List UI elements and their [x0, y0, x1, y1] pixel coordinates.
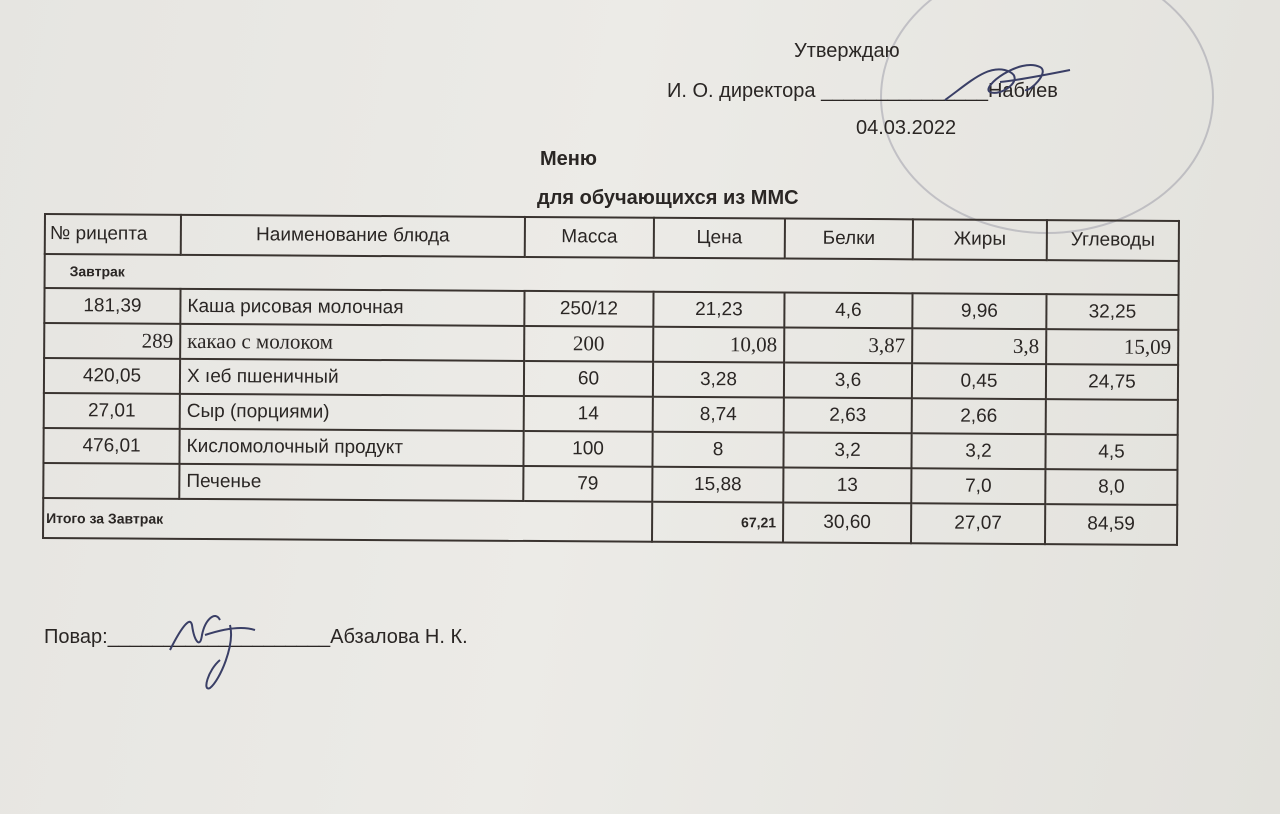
cell-recipe: 476,01: [43, 428, 180, 464]
cell-carbs: 15,09: [1046, 329, 1179, 365]
header-proteins: Белки: [784, 218, 913, 260]
cell-carbs: 4,5: [1045, 434, 1178, 470]
cell-mass: 250/12: [524, 290, 654, 327]
header-price: Цена: [653, 217, 785, 259]
approve-label: Утверждаю: [794, 40, 900, 62]
cell-dish: Сыр (порциями): [179, 393, 524, 431]
header-recipe-no: № рицепта: [44, 214, 181, 255]
total-carbs: 84,59: [1044, 504, 1178, 545]
menu-title: Меню: [540, 148, 597, 170]
cell-recipe: [43, 463, 180, 499]
header-mass: Масса: [524, 216, 654, 258]
cell-recipe: 420,05: [43, 358, 181, 394]
cell-carbs: 32,25: [1046, 294, 1179, 330]
cook-name: Абзалова Н. К.: [330, 626, 468, 648]
cell-price: 8,74: [652, 396, 784, 433]
approval-date: 04.03.2022: [856, 117, 957, 139]
cell-price: 3,28: [652, 361, 785, 398]
cook-signature-line: ____________________: [107, 626, 331, 648]
cell-price: 10,08: [653, 326, 785, 363]
cell-price: 8: [652, 431, 784, 468]
header-fats: Жиры: [912, 219, 1047, 261]
cell-price: 21,23: [653, 291, 785, 328]
cell-recipe: 181,39: [44, 288, 181, 324]
director-name: Набиев: [987, 80, 1058, 102]
cell-dish: Х ıеб пшеничный: [179, 358, 525, 396]
cell-mass: 14: [523, 395, 653, 432]
cell-proteins: 3,6: [783, 362, 913, 399]
total-label: Итого за Завтрак: [43, 498, 653, 542]
cell-carbs: [1045, 399, 1178, 435]
cook-signature: [169, 615, 256, 690]
table-header-row: № рицепта Наименование блюда Масса Цена …: [44, 214, 1179, 261]
cell-mass: 100: [523, 430, 653, 467]
cell-fats: 3,8: [912, 328, 1047, 365]
cell-recipe: 289: [44, 323, 181, 359]
signature-line: _______________: [821, 80, 988, 102]
total-proteins: 30,60: [783, 502, 912, 544]
cell-fats: 9,96: [912, 293, 1047, 330]
cell-proteins: 13: [783, 467, 912, 504]
cell-dish: какао с молоком: [180, 323, 525, 361]
cell-fats: 2,66: [911, 398, 1046, 435]
cell-mass: 79: [523, 465, 653, 502]
cook-label: Повар:: [44, 626, 108, 648]
cell-fats: 0,45: [911, 363, 1047, 400]
cell-dish: Кисломолочный продукт: [179, 428, 524, 466]
total-fats: 27,07: [910, 503, 1046, 545]
menu-subtitle: для обучающихся из ММС: [537, 187, 799, 209]
cell-carbs: 8,0: [1045, 469, 1178, 505]
total-price: 67,21: [652, 501, 784, 543]
cell-price: 15,88: [652, 466, 784, 503]
cell-fats: 3,2: [911, 433, 1046, 470]
director-line: И. О. директора _______________Набиев: [667, 80, 1058, 103]
cell-mass: 60: [523, 360, 654, 397]
director-position: И. О. директора: [667, 80, 816, 102]
cell-proteins: 4,6: [784, 292, 913, 329]
cook-line: Повар:____________________Абзалова Н. К.: [44, 626, 468, 649]
director-signature: [944, 64, 1071, 101]
cell-fats: 7,0: [911, 468, 1046, 505]
cell-dish: Каша рисовая молочная: [180, 288, 525, 326]
total-row: Итого за Завтрак 67,21 30,60 27,07 84,59: [43, 498, 1178, 545]
cell-proteins: 2,63: [783, 397, 912, 434]
header-dish-name: Наименование блюда: [180, 214, 525, 257]
header-carbs: Углеводы: [1046, 220, 1179, 261]
cell-proteins: 3,87: [784, 327, 913, 364]
menu-table: № рицепта Наименование блюда Масса Цена …: [42, 213, 1180, 546]
cell-carbs: 24,75: [1045, 364, 1179, 400]
cell-mass: 200: [524, 325, 654, 362]
cell-proteins: 3,2: [783, 432, 912, 469]
cell-recipe: 27,01: [43, 393, 180, 429]
cell-dish: Печенье: [179, 463, 524, 501]
